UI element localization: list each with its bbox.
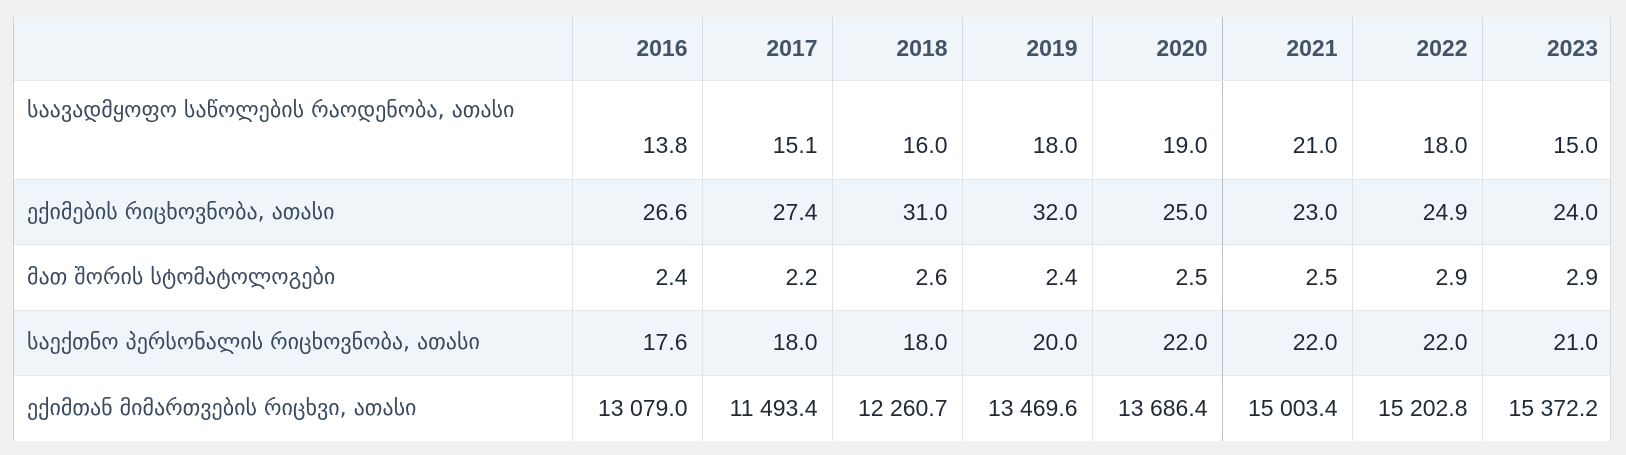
- value-cell: 31.0: [831, 179, 962, 245]
- value-cell: 22.0: [1091, 310, 1222, 376]
- value-cell: 24.0: [1481, 179, 1610, 245]
- value-cell: 15.1: [701, 80, 832, 180]
- value-cell: 2.9: [1351, 244, 1482, 311]
- year-header: 2019: [961, 17, 1092, 81]
- value-cell: 15 202.8: [1351, 375, 1482, 441]
- value-cell: 13 469.6: [961, 375, 1092, 441]
- year-header: 2022: [1351, 17, 1482, 81]
- header-row: 2016 2017 2018 2019 2020 2021 2022 2023: [14, 17, 1610, 81]
- value-cell: 13.8: [571, 80, 702, 180]
- value-cell: 15 372.2: [1481, 375, 1610, 441]
- value-cell: 18.0: [961, 80, 1092, 180]
- value-cell: 16.0: [831, 80, 962, 180]
- value-cell: 32.0: [961, 179, 1092, 245]
- value-cell: 15.0: [1481, 80, 1610, 180]
- value-cell: 22.0: [1351, 310, 1482, 376]
- value-cell: 15 003.4: [1221, 375, 1352, 441]
- health-statistics-table: 2016 2017 2018 2019 2020 2021 2022 2023 …: [14, 17, 1610, 441]
- value-cell: 13 079.0: [571, 375, 702, 441]
- value-cell: 2.6: [831, 244, 962, 311]
- table-row: საექთნო პერსონალის რიცხოვნობა, ათასი 17.…: [14, 310, 1610, 376]
- value-cell: 2.4: [961, 244, 1092, 311]
- value-cell: 13 686.4: [1091, 375, 1222, 441]
- value-cell: 26.6: [571, 179, 702, 245]
- value-cell: 18.0: [1351, 80, 1482, 180]
- table-row: მათ შორის სტომატოლოგები 2.4 2.2 2.6 2.4 …: [14, 244, 1610, 311]
- value-cell: 20.0: [961, 310, 1092, 376]
- year-header: 2018: [831, 17, 962, 81]
- value-cell: 17.6: [571, 310, 702, 376]
- year-header: 2023: [1481, 17, 1610, 81]
- year-header: 2020: [1091, 17, 1222, 81]
- value-cell: 18.0: [831, 310, 962, 376]
- table-row: ექიმთან მიმართვების რიცხვი, ათასი 13 079…: [14, 375, 1610, 441]
- row-label: ექიმთან მიმართვების რიცხვი, ათასი: [27, 396, 417, 422]
- year-header: 2017: [701, 17, 832, 81]
- value-cell: 11 493.4: [701, 375, 832, 441]
- value-cell: 2.4: [571, 244, 702, 311]
- row-label: საექთნო პერსონალის რიცხოვნობა, ათასი: [27, 330, 480, 356]
- value-cell: 21.0: [1481, 310, 1610, 376]
- row-label: საავადმყოფო საწოლების რაოდენობა, ათასი: [27, 97, 515, 123]
- value-cell: 23.0: [1221, 179, 1352, 245]
- year-header: 2016: [571, 17, 702, 81]
- row-label: მათ შორის სტომატოლოგები: [27, 265, 336, 291]
- header-corner-cell: [14, 17, 572, 81]
- row-label: ექიმების რიცხოვნობა, ათასი: [27, 199, 335, 225]
- value-cell: 2.5: [1091, 244, 1222, 311]
- table-row: ექიმების რიცხოვნობა, ათასი 26.6 27.4 31.…: [14, 179, 1610, 245]
- table-row: საავადმყოფო საწოლების რაოდენობა, ათასი 1…: [14, 80, 1610, 180]
- value-cell: 19.0: [1091, 80, 1222, 180]
- health-statistics-table-container: 2016 2017 2018 2019 2020 2021 2022 2023 …: [13, 17, 1611, 441]
- year-header: 2021: [1221, 17, 1352, 81]
- value-cell: 2.9: [1481, 244, 1610, 311]
- value-cell: 18.0: [701, 310, 832, 376]
- value-cell: 2.5: [1221, 244, 1352, 311]
- value-cell: 21.0: [1221, 80, 1352, 180]
- value-cell: 25.0: [1091, 179, 1222, 245]
- value-cell: 27.4: [701, 179, 832, 245]
- value-cell: 2.2: [701, 244, 832, 311]
- value-cell: 22.0: [1221, 310, 1352, 376]
- value-cell: 24.9: [1351, 179, 1482, 245]
- value-cell: 12 260.7: [831, 375, 962, 441]
